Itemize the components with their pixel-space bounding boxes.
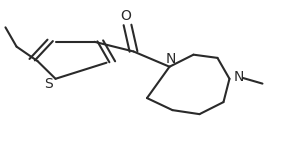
Text: N: N — [233, 70, 244, 84]
Text: N: N — [166, 52, 176, 66]
Text: S: S — [44, 77, 52, 91]
Text: O: O — [121, 9, 132, 23]
